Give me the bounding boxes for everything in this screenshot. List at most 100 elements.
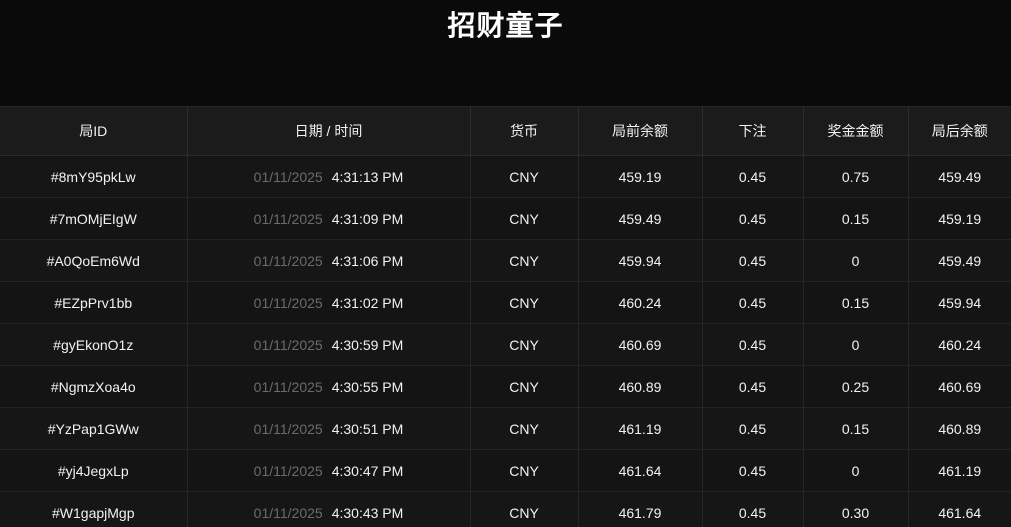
cell-win: 0.25 (803, 365, 909, 408)
cell-time: 4:30:51 PM (331, 420, 404, 437)
cell-win: 0 (803, 449, 909, 492)
cell-date-time: 01/11/2025 4:30:47 PM (187, 449, 471, 492)
cell-date: 01/11/2025 (253, 294, 323, 311)
cell-time: 4:30:47 PM (331, 462, 404, 479)
cell-time: 4:30:43 PM (331, 504, 404, 521)
title-banner: 招财童子 (0, 0, 1011, 106)
game-history-table: 局ID 日期 / 时间 货币 局前余额 下注 奖金金额 局后余额 #8mY95p… (0, 106, 1011, 527)
cell-game-id[interactable]: #yj4JegxLp (0, 449, 188, 492)
cell-win: 0.15 (803, 407, 909, 450)
cell-bet: 0.45 (702, 407, 804, 450)
cell-balance-after: 459.19 (908, 197, 1011, 240)
cell-date: 01/11/2025 (253, 420, 323, 437)
cell-bet: 0.45 (702, 281, 804, 324)
cell-currency: CNY (470, 155, 579, 198)
cell-balance-after: 459.49 (908, 155, 1011, 198)
cell-balance-before: 459.49 (578, 197, 703, 240)
table-row[interactable]: #yj4JegxLp 01/11/2025 4:30:47 PM CNY 461.64 0… (0, 449, 1011, 492)
cell-time: 4:31:06 PM (331, 252, 404, 269)
column-header-balance-before[interactable]: 局前余额 (578, 106, 703, 156)
cell-game-id[interactable]: #EZpPrv1bb (0, 281, 188, 324)
cell-game-id[interactable]: #A0QoEm6Wd (0, 239, 188, 282)
cell-time: 4:30:55 PM (331, 378, 404, 395)
table-header-row: 局ID 日期 / 时间 货币 局前余额 下注 奖金金额 局后余额 (0, 106, 1011, 156)
cell-date: 01/11/2025 (253, 504, 323, 521)
cell-bet: 0.45 (702, 323, 804, 366)
table-row[interactable]: #NgmzXoa4o 01/11/2025 4:30:55 PM CNY 460.89 0… (0, 365, 1011, 408)
cell-win: 0.30 (803, 491, 909, 527)
cell-game-id[interactable]: #7mOMjEIgW (0, 197, 188, 240)
table-row[interactable]: #8mY95pkLw 01/11/2025 4:31:13 PM CNY 459.19 0… (0, 155, 1011, 198)
table-row[interactable]: #A0QoEm6Wd 01/11/2025 4:31:06 PM CNY 459.94 0… (0, 239, 1011, 282)
cell-bet: 0.45 (702, 449, 804, 492)
cell-date: 01/11/2025 (253, 336, 323, 353)
cell-date-time: 01/11/2025 4:31:06 PM (187, 239, 471, 282)
table-row[interactable]: #W1gapjMgp 01/11/2025 4:30:43 PM CNY 461.79 0… (0, 491, 1011, 527)
column-header-bet[interactable]: 下注 (702, 106, 804, 156)
cell-date-time: 01/11/2025 4:30:51 PM (187, 407, 471, 450)
cell-balance-before: 460.89 (578, 365, 703, 408)
table-row[interactable]: #7mOMjEIgW 01/11/2025 4:31:09 PM CNY 459.49 0… (0, 197, 1011, 240)
cell-balance-after: 460.24 (908, 323, 1011, 366)
cell-balance-before: 461.64 (578, 449, 703, 492)
table-row[interactable]: #YzPap1GWw 01/11/2025 4:30:51 PM CNY 461.19 0… (0, 407, 1011, 450)
table-head: 局ID 日期 / 时间 货币 局前余额 下注 奖金金额 局后余额 (0, 106, 1011, 156)
cell-balance-after: 461.64 (908, 491, 1011, 527)
cell-balance-before: 460.24 (578, 281, 703, 324)
page-title: 招财童子 (447, 10, 564, 41)
cell-currency: CNY (470, 281, 579, 324)
cell-currency: CNY (470, 491, 579, 527)
cell-currency: CNY (470, 407, 579, 450)
cell-date: 01/11/2025 (253, 378, 323, 395)
column-header-currency[interactable]: 货币 (470, 106, 579, 156)
column-header-date-time[interactable]: 日期 / 时间 (187, 106, 471, 156)
column-header-game-id[interactable]: 局ID (0, 106, 188, 156)
history-table-container[interactable]: 局ID 日期 / 时间 货币 局前余额 下注 奖金金额 局后余额 #8mY95p… (0, 106, 1011, 527)
cell-balance-after: 459.49 (908, 239, 1011, 282)
cell-currency: CNY (470, 197, 579, 240)
table-body: #8mY95pkLw 01/11/2025 4:31:13 PM CNY 459.19 0… (0, 155, 1011, 527)
cell-date: 01/11/2025 (253, 168, 323, 185)
cell-date-time: 01/11/2025 4:31:13 PM (187, 155, 471, 198)
cell-balance-before: 461.79 (578, 491, 703, 527)
cell-bet: 0.45 (702, 365, 804, 408)
cell-game-id[interactable]: #YzPap1GWw (0, 407, 188, 450)
cell-win: 0.75 (803, 155, 909, 198)
table-row[interactable]: #EZpPrv1bb 01/11/2025 4:31:02 PM CNY 460.24 0… (0, 281, 1011, 324)
cell-date-time: 01/11/2025 4:30:59 PM (187, 323, 471, 366)
cell-currency: CNY (470, 365, 579, 408)
cell-win: 0.15 (803, 281, 909, 324)
cell-time: 4:31:13 PM (331, 168, 404, 185)
cell-balance-after: 459.94 (908, 281, 1011, 324)
table-row[interactable]: #gyEkonO1z 01/11/2025 4:30:59 PM CNY 460.69 0… (0, 323, 1011, 366)
cell-time: 4:31:09 PM (331, 210, 404, 227)
cell-balance-after: 461.19 (908, 449, 1011, 492)
cell-balance-after: 460.69 (908, 365, 1011, 408)
cell-date-time: 01/11/2025 4:31:02 PM (187, 281, 471, 324)
cell-balance-before: 459.94 (578, 239, 703, 282)
cell-date: 01/11/2025 (253, 210, 323, 227)
cell-win: 0 (803, 323, 909, 366)
cell-date: 01/11/2025 (253, 462, 323, 479)
cell-game-id[interactable]: #gyEkonO1z (0, 323, 188, 366)
column-header-win[interactable]: 奖金金额 (803, 106, 909, 156)
cell-currency: CNY (470, 323, 579, 366)
cell-win: 0 (803, 239, 909, 282)
cell-game-id[interactable]: #W1gapjMgp (0, 491, 188, 527)
cell-bet: 0.45 (702, 197, 804, 240)
cell-date-time: 01/11/2025 4:30:55 PM (187, 365, 471, 408)
cell-date-time: 01/11/2025 4:30:43 PM (187, 491, 471, 527)
cell-time: 4:30:59 PM (331, 336, 404, 353)
cell-balance-before: 461.19 (578, 407, 703, 450)
cell-currency: CNY (470, 239, 579, 282)
column-header-balance-after[interactable]: 局后余额 (908, 106, 1011, 156)
cell-game-id[interactable]: #NgmzXoa4o (0, 365, 188, 408)
cell-game-id[interactable]: #8mY95pkLw (0, 155, 188, 198)
cell-date-time: 01/11/2025 4:31:09 PM (187, 197, 471, 240)
cell-bet: 0.45 (702, 155, 804, 198)
cell-bet: 0.45 (702, 491, 804, 527)
cell-bet: 0.45 (702, 239, 804, 282)
cell-balance-before: 459.19 (578, 155, 703, 198)
cell-date: 01/11/2025 (253, 252, 323, 269)
